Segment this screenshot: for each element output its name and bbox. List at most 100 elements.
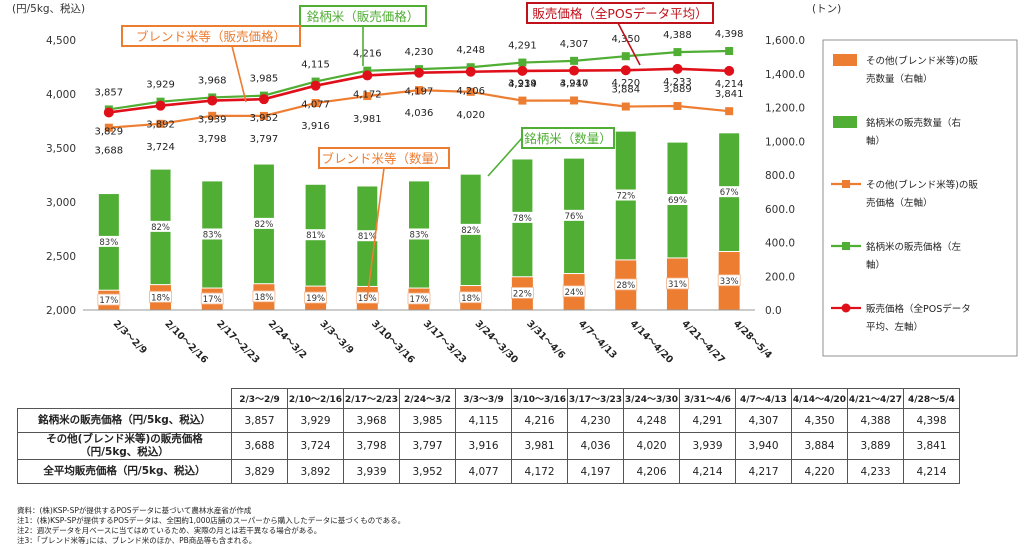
brand-share-label-box [356, 230, 379, 242]
source-notes: 資料：(株)KSP-SPが提供するPOSデータに基づいて農林水産省が作成 注1：(… [17, 506, 405, 546]
blend-price-point [311, 99, 320, 108]
blend-price-label: 3,841 [715, 89, 744, 100]
blend-price-point [518, 96, 527, 105]
blend-share-label-box [149, 290, 172, 303]
category-label: 2/17～2/23 [214, 318, 261, 365]
blend-share-label: 31% [668, 280, 687, 290]
category-label: 4/28～5/4 [731, 318, 774, 361]
right-tick-label: 1,000.0 [765, 136, 805, 148]
brand-share-label: 67% [720, 188, 739, 198]
legend-swatch [833, 54, 857, 66]
table-cell: 4,206 [623, 459, 680, 484]
blend-price-point [363, 92, 372, 101]
brand-price-point [673, 48, 682, 57]
blend-price-point [466, 87, 475, 96]
average-price-label: 4,172 [353, 89, 382, 100]
brand-share-label-box [614, 189, 637, 201]
table-cell: 3,688 [231, 432, 288, 460]
category-label: 2/24～3/2 [266, 318, 309, 361]
left-tick-label: 2,500 [46, 251, 76, 263]
average-price-label: 4,214 [715, 79, 744, 90]
table-row: その他(ブレンド米等)の販売価格 （円/5kg、税込） 3,688 3,724 3,79… [17, 432, 960, 460]
table-cell: 4,172 [511, 459, 568, 484]
blend-share-label-box [717, 274, 741, 287]
brand-price-label: 4,291 [508, 41, 537, 52]
table-cell: 4,233 [847, 459, 904, 484]
blend-price-label: 3,939 [508, 79, 537, 90]
average-price-label: 3,939 [198, 115, 227, 126]
average-price-point [465, 66, 476, 77]
brand-share-label-box [149, 220, 172, 232]
blend-share-label: 17% [203, 295, 222, 305]
blend-share-label: 33% [720, 277, 739, 287]
brand-price-label: 4,388 [663, 30, 692, 41]
table-cell: 3,892 [287, 459, 344, 484]
table-cell: 4,350 [791, 408, 848, 433]
blend-price-label: 3,981 [353, 114, 382, 125]
annotation-blend-volume-pointer [366, 167, 385, 301]
legend-item-label: 販売価格（全POSデータ [866, 303, 971, 315]
blend-price-label: 3,798 [198, 134, 227, 145]
table-column-header: 4/21～4/27 [847, 388, 904, 409]
average-price-label: 4,206 [456, 86, 485, 97]
average-price-point [672, 63, 683, 74]
blend-price-label: 3,940 [560, 78, 589, 89]
average-price-label: 4,233 [663, 77, 692, 88]
legend-item-label: 平均、左軸） [866, 321, 923, 333]
category-label: 3/3～3/9 [317, 318, 355, 356]
table-cell: 3,981 [511, 432, 568, 460]
legend-swatch-marker [842, 242, 850, 250]
blend-price-label: 3,884 [611, 85, 640, 96]
average-price-point [362, 70, 373, 81]
blend-share-label-box [407, 292, 431, 305]
annotation-brand-volume: 銘柄米（数量） [524, 131, 612, 146]
left-tick-label: 4,500 [46, 35, 76, 47]
right-tick-label: 200.0 [765, 271, 795, 283]
brand-price-label: 4,115 [301, 60, 330, 71]
brand-share-label: 81% [306, 231, 325, 241]
source-note-line: 注1：(株)KSP-SPが提供するPOSデータは、全国約1,000店舗のスーパー… [17, 516, 406, 525]
blend-share-label-box [510, 286, 534, 299]
table-cell: 4,217 [735, 459, 792, 484]
right-tick-label: 0.0 [765, 305, 782, 317]
blend-share-label: 17% [410, 295, 429, 305]
table-row-header: その他(ブレンド米等)の販売価格 （円/5kg、税込） [17, 432, 232, 460]
table-cell: 4,388 [847, 408, 904, 433]
blend-price-label: 3,688 [95, 146, 124, 157]
brand-share-label: 82% [151, 223, 170, 233]
average-price-label: 4,197 [405, 87, 434, 98]
legend-item-label: 軸） [866, 135, 885, 147]
brand-price-label: 3,968 [198, 75, 227, 86]
brand-share-label: 78% [513, 214, 532, 224]
left-axis-label: (円/5kg、税込) [12, 2, 85, 15]
blend-share-label: 18% [151, 293, 170, 303]
blend-price-point [156, 119, 165, 128]
blend-share-label: 18% [254, 293, 273, 303]
average-price-label: 3,952 [250, 113, 279, 124]
annotation-average-price-pointer [617, 22, 641, 66]
blend-price-label: 3,889 [663, 84, 692, 95]
blend-share-label-box [459, 291, 483, 304]
brand-share-label-box [718, 186, 741, 198]
average-price-point [103, 107, 114, 118]
blend-price-point [104, 123, 113, 132]
right-tick-label: 1,200.0 [765, 103, 805, 115]
brand-share-label: 69% [668, 196, 687, 206]
table-cell: 4,230 [567, 408, 624, 433]
average-price-point [310, 80, 321, 91]
table-column-header: 4/28～5/4 [903, 388, 960, 409]
brand-share-label-box [304, 229, 327, 241]
brand-share-label: 81% [358, 232, 377, 242]
table-column-header: 3/17～3/23 [567, 388, 624, 409]
table-cell: 3,916 [455, 432, 512, 460]
legend-swatch-marker [841, 303, 851, 313]
brand-share-label-box [97, 235, 120, 247]
table-cell: 3,889 [847, 432, 904, 460]
table-column-header: 4/14～4/20 [791, 388, 848, 409]
average-price-point [569, 65, 580, 76]
table-column-header: 2/24～3/2 [399, 388, 456, 409]
brand-price-label: 4,216 [353, 49, 382, 60]
brand-share-label: 72% [616, 192, 635, 202]
legend-swatch [833, 116, 857, 128]
legend-item-label: 売数量（右軸） [866, 73, 933, 85]
